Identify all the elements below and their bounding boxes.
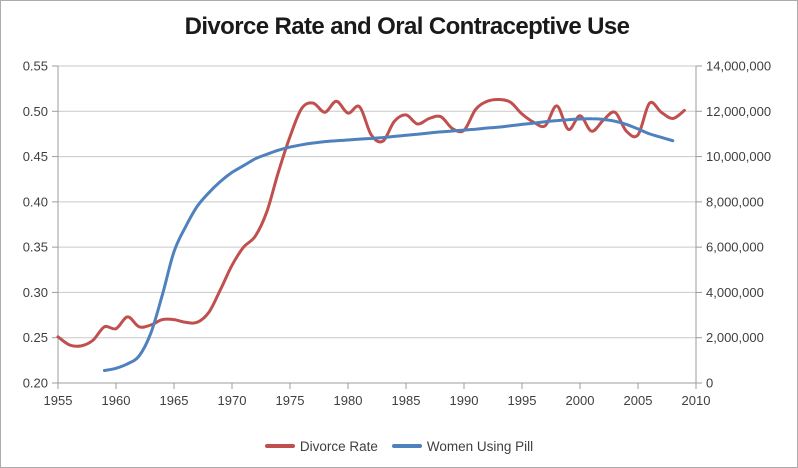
y-right-tick-label: 4,000,000 — [706, 285, 764, 300]
y-left-tick-label: 0.35 — [23, 240, 48, 255]
divorce-rate-line — [56, 97, 686, 348]
y-left-tick-label: 0.30 — [23, 285, 48, 300]
y-right-tick-label: 0 — [706, 376, 713, 391]
y-left-tick-label: 0.50 — [23, 104, 48, 119]
x-axis-tick-label: 1970 — [218, 393, 247, 408]
x-axis-tick-label: 1960 — [102, 393, 131, 408]
x-axis-tick-label: 1980 — [334, 393, 363, 408]
x-axis-tick-label: 1995 — [508, 393, 537, 408]
x-axis-tick-label: 1990 — [450, 393, 479, 408]
y-right-tick-label: 10,000,000 — [706, 149, 771, 164]
y-right-tick-label: 14,000,000 — [706, 59, 771, 74]
y-left-tick-label: 0.20 — [23, 376, 48, 391]
women-using-pill-line — [102, 117, 675, 372]
legend-line-sample-divorce-rate — [264, 444, 295, 448]
legend-item-divorce-rate: Divorce Rate — [264, 438, 378, 454]
x-axis-tick-label: 2010 — [682, 393, 711, 408]
x-axis-tick-label: 1965 — [160, 393, 189, 408]
legend-line-sample-women-using-pill — [391, 444, 422, 448]
chart-title: Divorce Rate and Oral Contraceptive Use — [184, 13, 630, 40]
x-axis-tick-label: 1985 — [392, 393, 421, 408]
y-right-tick-label: 6,000,000 — [706, 240, 764, 255]
x-axis-tick-label: 2005 — [624, 393, 653, 408]
y-right-tick-label: 2,000,000 — [706, 330, 764, 345]
y-right-tick-label: 12,000,000 — [706, 104, 771, 119]
y-left-tick-label: 0.45 — [23, 149, 48, 164]
legend-label-divorce-rate: Divorce Rate — [299, 438, 378, 454]
y-left-tick-label: 0.40 — [23, 194, 48, 209]
x-axis-tick-label: 1975 — [276, 393, 305, 408]
x-axis-tick-label: 2000 — [566, 393, 595, 408]
y-left-tick-label: 0.25 — [23, 330, 48, 345]
y-left-tick-label: 0.55 — [23, 59, 48, 74]
x-axis-tick-label: 1955 — [44, 393, 73, 408]
legend: Divorce Rate Women Using Pill — [1, 435, 797, 457]
legend-item-women-using-pill: Women Using Pill — [391, 438, 534, 454]
legend-label-women-using-pill: Women Using Pill — [426, 438, 534, 454]
y-right-tick-label: 8,000,000 — [706, 194, 764, 209]
